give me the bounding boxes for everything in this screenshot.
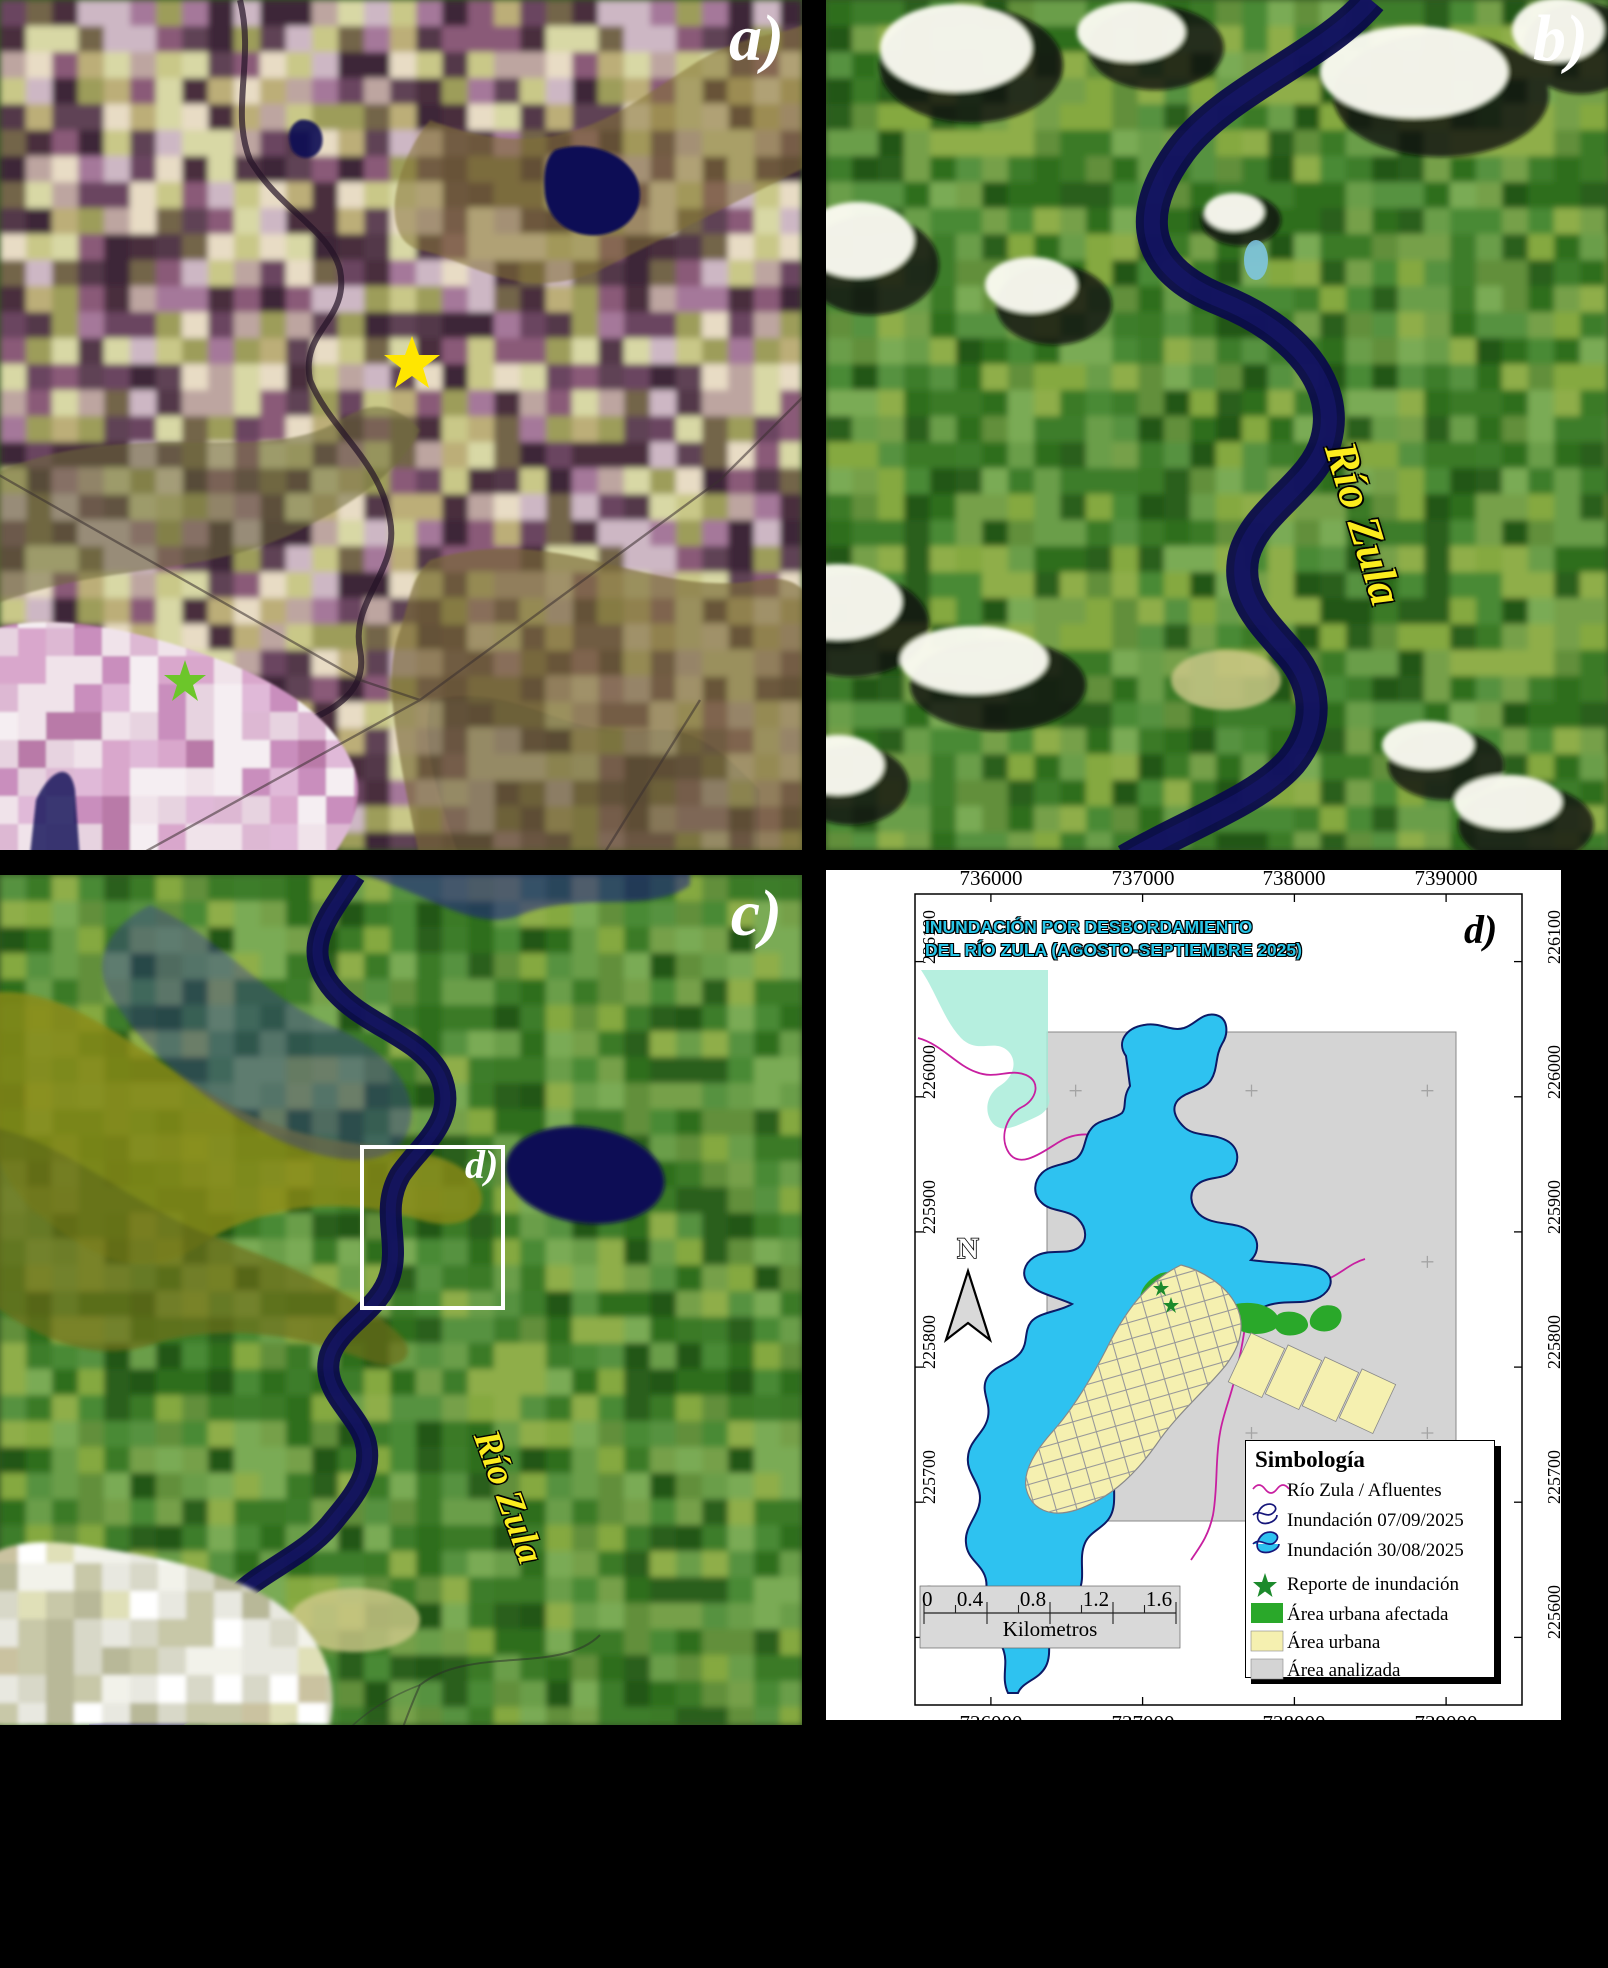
svg-text:Río Zula / Afluentes: Río Zula / Afluentes	[1287, 1480, 1442, 1501]
svg-text:Simbología: Simbología	[1255, 1447, 1365, 1472]
svg-text:0.8: 0.8	[1020, 1587, 1046, 1611]
svg-text:Área analizada: Área analizada	[1287, 1659, 1401, 1681]
svg-text:1.6: 1.6	[1146, 1587, 1172, 1611]
svg-text:Inundación 07/09/2025: Inundación 07/09/2025	[1287, 1510, 1464, 1531]
svg-text:0: 0	[922, 1587, 933, 1611]
svg-text:Área urbana afectada: Área urbana afectada	[1287, 1603, 1449, 1625]
svg-text:Área urbana: Área urbana	[1287, 1631, 1381, 1653]
svg-text:N: N	[957, 1232, 979, 1265]
svg-text:1.2: 1.2	[1083, 1587, 1109, 1611]
svg-text:0.4: 0.4	[957, 1587, 984, 1611]
svg-text:Inundación 30/08/2025: Inundación 30/08/2025	[1287, 1540, 1464, 1561]
svg-text:Kilometros: Kilometros	[1003, 1617, 1098, 1641]
svg-text:Reporte de inundación: Reporte de inundación	[1287, 1574, 1460, 1595]
